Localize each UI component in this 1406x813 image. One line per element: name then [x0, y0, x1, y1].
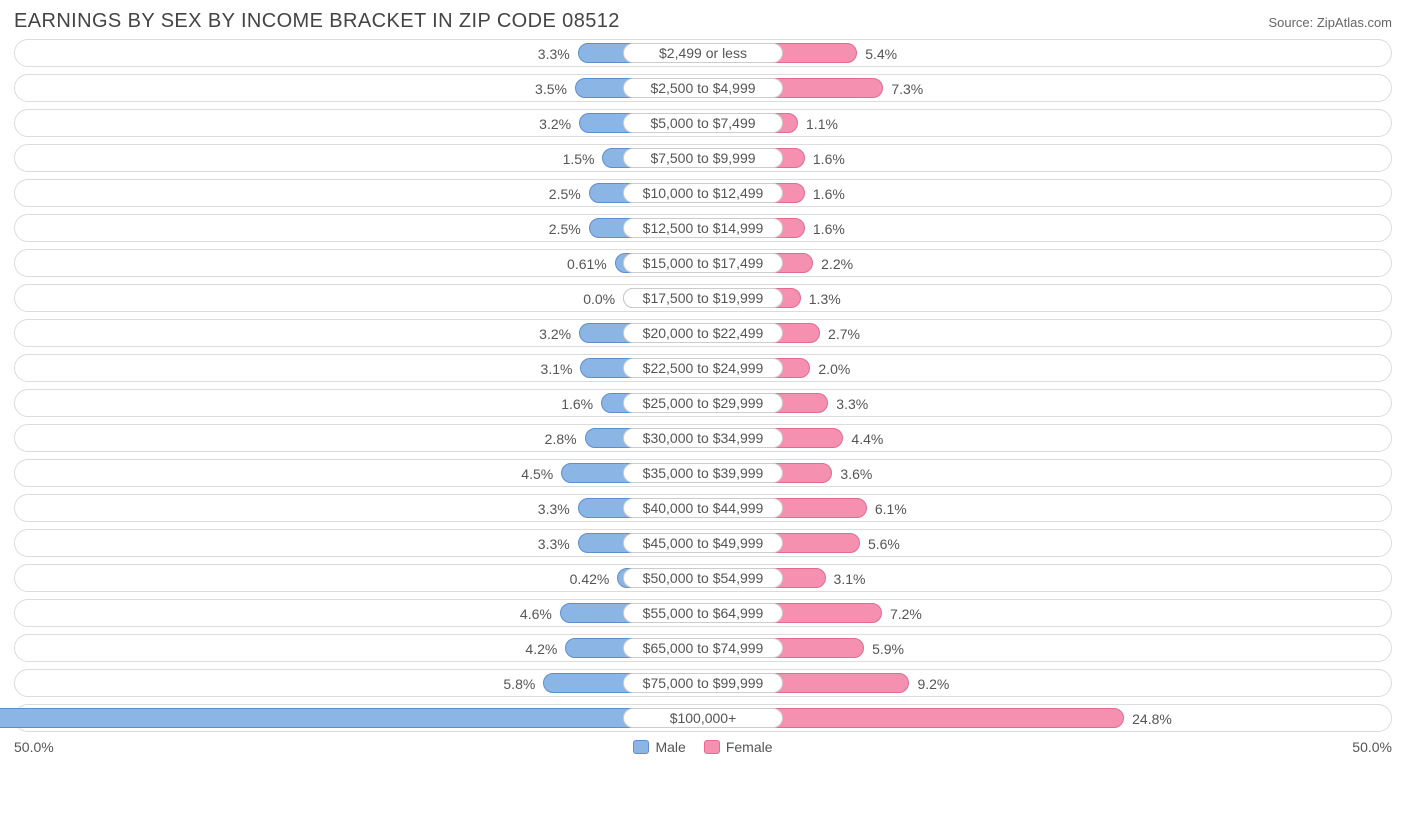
- category-label: $35,000 to $39,999: [623, 463, 783, 483]
- male-percent: 0.0%: [583, 285, 615, 313]
- category-label: $2,500 to $4,999: [623, 78, 783, 98]
- female-percent: 7.3%: [891, 75, 923, 103]
- category-label: $17,500 to $19,999: [623, 288, 783, 308]
- legend-male: Male: [633, 739, 685, 755]
- female-percent: 1.6%: [813, 215, 845, 243]
- female-percent: 9.2%: [917, 670, 949, 698]
- male-percent: 3.3%: [538, 495, 570, 523]
- axis-left-label: 50.0%: [14, 739, 54, 755]
- category-label: $5,000 to $7,499: [623, 113, 783, 133]
- chart-row: 0.61% 2.2% $15,000 to $17,499: [14, 249, 1392, 277]
- category-label: $2,499 or less: [623, 43, 783, 63]
- male-percent: 3.2%: [539, 320, 571, 348]
- male-percent: 1.6%: [561, 390, 593, 418]
- chart-row: 0.42% 3.1% $50,000 to $54,999: [14, 564, 1392, 592]
- female-percent: 2.0%: [818, 355, 850, 383]
- chart-row: 2.5% 1.6% $10,000 to $12,499: [14, 179, 1392, 207]
- category-label: $22,500 to $24,999: [623, 358, 783, 378]
- female-percent: 5.9%: [872, 635, 904, 663]
- category-label: $15,000 to $17,499: [623, 253, 783, 273]
- chart-row: 3.1% 2.0% $22,500 to $24,999: [14, 354, 1392, 382]
- chart-row: 3.3% 5.6% $45,000 to $49,999: [14, 529, 1392, 557]
- male-percent: 3.5%: [535, 75, 567, 103]
- female-percent: 2.2%: [821, 250, 853, 278]
- category-label: $45,000 to $49,999: [623, 533, 783, 553]
- female-percent: 5.6%: [868, 530, 900, 558]
- chart-row: 4.6% 7.2% $55,000 to $64,999: [14, 599, 1392, 627]
- legend-male-label: Male: [655, 739, 685, 755]
- female-percent: 3.1%: [834, 565, 866, 593]
- male-percent: 0.42%: [570, 565, 610, 593]
- male-percent: 3.1%: [541, 355, 573, 383]
- chart-row: 2.8% 4.4% $30,000 to $34,999: [14, 424, 1392, 452]
- category-label: $7,500 to $9,999: [623, 148, 783, 168]
- category-label: $75,000 to $99,999: [623, 673, 783, 693]
- chart-row: 4.2% 5.9% $65,000 to $74,999: [14, 634, 1392, 662]
- category-label: $55,000 to $64,999: [623, 603, 783, 623]
- chart-row: 2.5% 1.6% $12,500 to $14,999: [14, 214, 1392, 242]
- female-swatch-icon: [704, 740, 720, 754]
- chart-row: 3.2% 1.1% $5,000 to $7,499: [14, 109, 1392, 137]
- chart-row: 3.5% 7.3% $2,500 to $4,999: [14, 74, 1392, 102]
- chart-title: EARNINGS BY SEX BY INCOME BRACKET IN ZIP…: [14, 10, 620, 33]
- female-percent: 3.3%: [836, 390, 868, 418]
- category-label: $65,000 to $74,999: [623, 638, 783, 658]
- male-percent: 3.3%: [538, 530, 570, 558]
- female-percent: 2.7%: [828, 320, 860, 348]
- category-label: $40,000 to $44,999: [623, 498, 783, 518]
- category-label: $25,000 to $29,999: [623, 393, 783, 413]
- male-percent: 0.61%: [567, 250, 607, 278]
- category-label: $30,000 to $34,999: [623, 428, 783, 448]
- chart-row: 1.6% 3.3% $25,000 to $29,999: [14, 389, 1392, 417]
- axis-right-label: 50.0%: [1352, 739, 1392, 755]
- male-percent: 4.2%: [525, 635, 557, 663]
- chart-row: 3.3% 5.4% $2,499 or less: [14, 39, 1392, 67]
- category-label: $20,000 to $22,499: [623, 323, 783, 343]
- chart-row: 5.8% 9.2% $75,000 to $99,999: [14, 669, 1392, 697]
- legend-female: Female: [704, 739, 773, 755]
- male-percent: 1.5%: [563, 145, 595, 173]
- chart-row: 46.1%24.8%$100,000+: [14, 704, 1392, 732]
- chart-source: Source: ZipAtlas.com: [1268, 15, 1392, 30]
- male-bar: [0, 708, 703, 728]
- female-percent: 24.8%: [1132, 705, 1172, 733]
- chart-row: 3.2% 2.7% $20,000 to $22,499: [14, 319, 1392, 347]
- chart-row: 3.3% 6.1% $40,000 to $44,999: [14, 494, 1392, 522]
- male-percent: 5.8%: [503, 670, 535, 698]
- female-percent: 3.6%: [840, 460, 872, 488]
- legend-female-label: Female: [726, 739, 773, 755]
- chart-row: 1.5% 1.6% $7,500 to $9,999: [14, 144, 1392, 172]
- male-percent: 2.5%: [549, 180, 581, 208]
- chart-row: 0.0% 1.3% $17,500 to $19,999: [14, 284, 1392, 312]
- male-percent: 4.6%: [520, 600, 552, 628]
- male-percent: 2.8%: [545, 425, 577, 453]
- legend: Male Female: [633, 739, 772, 755]
- male-percent: 2.5%: [549, 215, 581, 243]
- female-percent: 1.3%: [809, 285, 841, 313]
- female-percent: 1.6%: [813, 145, 845, 173]
- male-percent: 3.2%: [539, 110, 571, 138]
- category-label: $12,500 to $14,999: [623, 218, 783, 238]
- male-percent: 4.5%: [521, 460, 553, 488]
- female-percent: 7.2%: [890, 600, 922, 628]
- male-percent: 3.3%: [538, 40, 570, 68]
- diverging-bar-chart: 3.3% 5.4% $2,499 or less 3.5% 7.3% $2,500 to …: [14, 39, 1392, 732]
- female-percent: 6.1%: [875, 495, 907, 523]
- male-swatch-icon: [633, 740, 649, 754]
- female-percent: 5.4%: [865, 40, 897, 68]
- female-percent: 4.4%: [851, 425, 883, 453]
- category-label: $100,000+: [623, 708, 783, 728]
- category-label: $50,000 to $54,999: [623, 568, 783, 588]
- female-percent: 1.1%: [806, 110, 838, 138]
- chart-row: 4.5% 3.6% $35,000 to $39,999: [14, 459, 1392, 487]
- female-percent: 1.6%: [813, 180, 845, 208]
- category-label: $10,000 to $12,499: [623, 183, 783, 203]
